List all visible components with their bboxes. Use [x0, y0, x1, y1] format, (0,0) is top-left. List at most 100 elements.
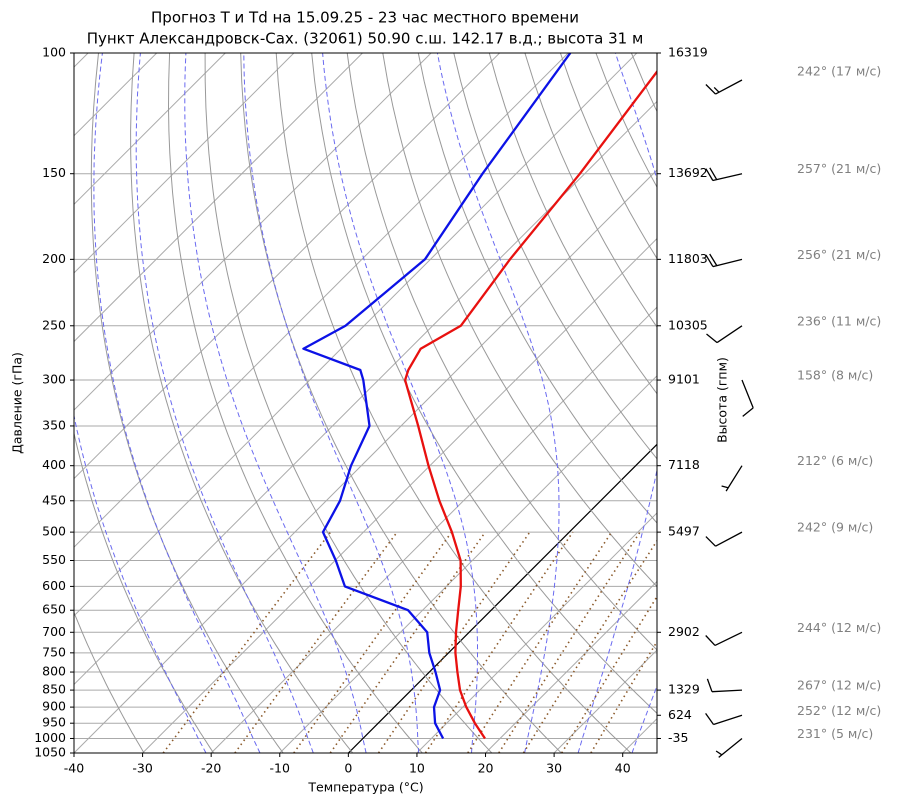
y2-tick-label: 624 — [668, 707, 692, 722]
dry-adiabat — [383, 53, 840, 753]
y-tick-label: 500 — [42, 524, 66, 539]
isotherm — [0, 53, 568, 753]
y2-tick-label: 10305 — [668, 317, 708, 332]
wind-label: 242° (9 м/с) — [797, 520, 873, 535]
y-tick-label: 300 — [42, 372, 66, 387]
mixing-ratio — [163, 532, 330, 753]
y-tick-label: 700 — [42, 624, 66, 639]
y-tick-label: 650 — [42, 602, 66, 617]
chart-subtitle: Пункт Александровск-Сах. (32061) 50.90 с… — [87, 30, 644, 48]
dry-adiabat — [312, 53, 701, 753]
wind-label: 242° (17 м/с) — [797, 64, 881, 79]
y-tick-label: 350 — [42, 417, 66, 432]
y-tick-label: 600 — [42, 578, 66, 593]
wind-label: 158° (8 м/с) — [797, 368, 873, 383]
moist-adiabat — [632, 53, 852, 753]
y2-tick-label: -35 — [668, 730, 688, 745]
x-tick-label: 30 — [546, 761, 562, 776]
y2-axis-label: Высота (гпм) — [715, 357, 730, 443]
dry-adiabat — [738, 53, 900, 753]
x-tick-label: 0 — [344, 761, 352, 776]
mixing-ratio — [468, 532, 612, 753]
x-tick-label: -20 — [201, 761, 221, 776]
wind-label: 212° (6 м/с) — [797, 453, 873, 468]
dry-adiabat — [525, 53, 900, 753]
wind-barb — [706, 168, 742, 181]
y-tick-label: 950 — [42, 715, 66, 730]
y-tick-label: 200 — [42, 251, 66, 266]
y2-tick-label: 1329 — [668, 682, 700, 697]
wind-barb — [706, 713, 742, 724]
x-tick-label: -10 — [270, 761, 290, 776]
wind-barb — [742, 380, 753, 416]
isotherm — [417, 53, 900, 753]
y-tick-label: 250 — [42, 317, 66, 332]
dry-adiabat — [418, 53, 900, 753]
x-axis-label: Температура (°C) — [307, 780, 423, 795]
y-tick-label: 750 — [42, 644, 66, 659]
moist-adiabat — [94, 53, 260, 753]
profile-line — [303, 53, 570, 739]
x-tick-label: -40 — [64, 761, 84, 776]
isotherm — [348, 53, 900, 753]
dry-adiabat — [845, 53, 900, 753]
x-tick-label: -30 — [132, 761, 152, 776]
isotherm — [5, 53, 705, 753]
y2-tick-label: 16319 — [668, 45, 708, 60]
dry-adiabat — [809, 53, 900, 753]
dry-adiabat — [454, 53, 900, 753]
y-tick-label: 450 — [42, 492, 66, 507]
dry-adiabat — [774, 53, 900, 753]
dry-adiabat — [880, 53, 900, 753]
mixing-ratio — [499, 532, 640, 753]
moist-adiabat — [185, 53, 366, 753]
y2-tick-label: 11803 — [668, 251, 708, 266]
wind-barb — [722, 466, 742, 491]
y2-tick-label: 13692 — [668, 165, 708, 180]
dry-adiabat — [703, 53, 900, 753]
x-tick-label: 20 — [478, 761, 494, 776]
y2-tick-label: 5497 — [668, 524, 700, 539]
wind-label: 257° (21 м/с) — [797, 161, 881, 176]
dry-adiabat — [667, 53, 900, 753]
dry-adiabat — [241, 53, 562, 753]
wind-label: 256° (21 м/с) — [797, 247, 881, 262]
wind-label: 252° (12 м/с) — [797, 703, 881, 718]
profile-line — [405, 53, 671, 739]
moist-adiabat — [323, 53, 478, 753]
wind-barb — [706, 254, 742, 267]
chart-title: Прогноз T и Td на 15.09.25 - 23 час мест… — [151, 9, 579, 27]
dry-adiabat — [631, 53, 900, 753]
wind-label: 267° (12 м/с) — [797, 678, 881, 693]
y-tick-label: 850 — [42, 682, 66, 697]
wind-label: 236° (11 м/с) — [797, 313, 881, 328]
y-tick-label: 800 — [42, 664, 66, 679]
dry-adiabat — [560, 53, 900, 753]
wind-barb — [706, 80, 742, 94]
mixing-ratio — [379, 532, 530, 753]
isotherm — [0, 53, 225, 753]
wind-label: 244° (12 м/с) — [797, 620, 881, 635]
wind-barb — [716, 738, 742, 757]
y-tick-label: 1000 — [34, 730, 66, 745]
wind-barb — [706, 532, 742, 546]
y-tick-label: 150 — [42, 165, 66, 180]
wind-barb — [707, 326, 743, 343]
isotherm — [74, 53, 774, 753]
wind-barb — [706, 632, 742, 645]
wind-label: 231° (5 м/с) — [797, 726, 873, 741]
dry-adiabat — [596, 53, 900, 753]
background-lines — [0, 53, 900, 753]
moist-adiabat — [244, 53, 419, 753]
y-tick-label: 550 — [42, 552, 66, 567]
dry-adiabat — [8, 53, 144, 753]
y-tick-label: 1050 — [34, 745, 66, 760]
dry-adiabat — [489, 53, 900, 753]
mixing-ratio — [426, 532, 573, 753]
y-tick-label: 100 — [42, 45, 66, 60]
y2-tick-label: 7118 — [668, 457, 700, 472]
y2-tick-label: 2902 — [668, 624, 700, 639]
y-axis-label: Давление (гПа) — [10, 352, 25, 454]
